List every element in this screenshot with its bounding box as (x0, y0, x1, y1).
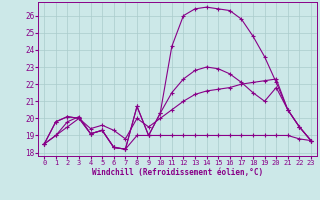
X-axis label: Windchill (Refroidissement éolien,°C): Windchill (Refroidissement éolien,°C) (92, 168, 263, 177)
